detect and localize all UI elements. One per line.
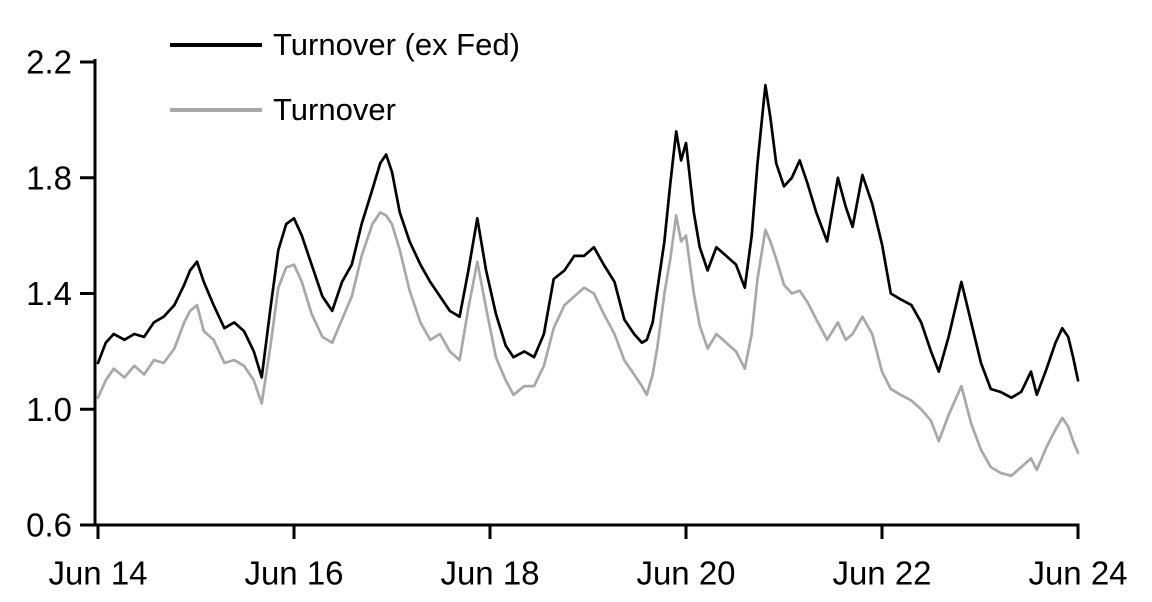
series-line-turnover [96,211,1080,478]
legend-item-turnover-ex-fed: Turnover (ex Fed) [170,27,520,63]
y-tick-label: 1.0 [26,391,72,428]
x-tick-label: Jun 18 [440,555,539,592]
series-line-turnover-ex-fed [96,83,1080,400]
legend-label-turnover-ex-fed: Turnover (ex Fed) [273,27,520,62]
legend-line-black [170,43,262,47]
y-tick-label: 2.2 [26,44,72,81]
legend-label-turnover: Turnover [273,92,396,127]
x-tick-label: Jun 20 [636,555,735,592]
x-tick-label: Jun 14 [48,555,147,592]
legend-line-gray [170,108,262,112]
y-tick-label: 1.8 [26,159,72,196]
x-tick-label: Jun 24 [1028,555,1127,592]
y-tick-label: 0.6 [26,507,72,544]
y-tick-label: 1.4 [26,275,72,312]
x-tick-label: Jun 16 [244,555,343,592]
legend-item-turnover: Turnover [170,92,396,128]
x-tick-label: Jun 22 [832,555,931,592]
